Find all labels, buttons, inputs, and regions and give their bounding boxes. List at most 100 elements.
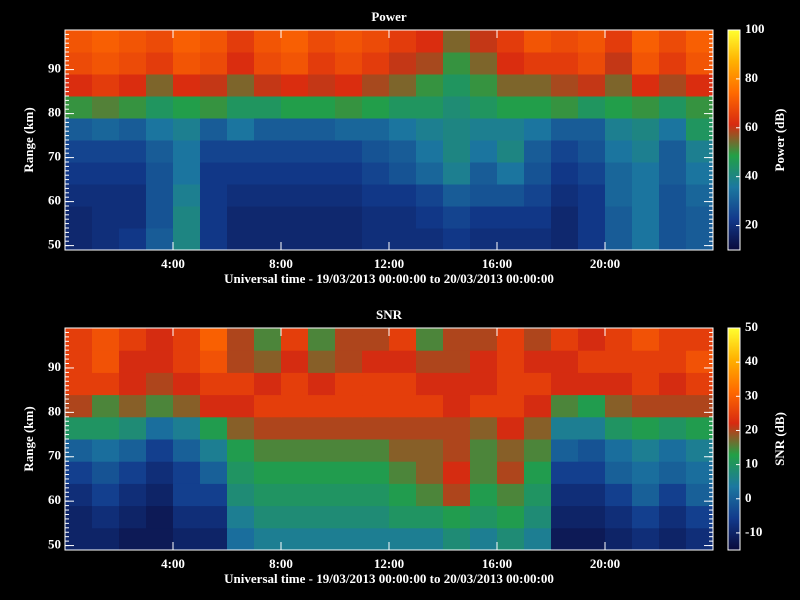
heatmap-cell: [200, 118, 228, 141]
heatmap-cell: [65, 394, 93, 418]
heatmap: [65, 328, 713, 550]
heatmap-cell: [200, 140, 228, 163]
heatmap-cell: [686, 228, 713, 250]
heatmap-cell: [470, 483, 498, 507]
colorbar-tick-label: 10: [745, 456, 758, 471]
heatmap-cell: [605, 416, 633, 440]
y-tick-label: 70: [48, 149, 61, 164]
heatmap-cell: [335, 118, 363, 141]
heatmap-cell: [686, 96, 713, 119]
heatmap-cell: [416, 350, 444, 373]
heatmap-cell: [470, 206, 498, 229]
heatmap-cell: [686, 527, 713, 550]
heatmap-cell: [524, 483, 552, 507]
heatmap-cell: [497, 505, 525, 529]
heatmap-cell: [335, 527, 363, 550]
y-axis-label: Range (km): [21, 107, 36, 172]
heatmap-cell: [443, 483, 471, 507]
heatmap-cell: [551, 162, 579, 185]
heatmap-cell: [416, 96, 444, 119]
heatmap-cell: [524, 461, 552, 484]
heatmap-cell: [524, 439, 552, 462]
heatmap-cell: [65, 30, 93, 53]
heatmap-cell: [335, 372, 363, 396]
heatmap-cell: [578, 52, 606, 75]
heatmap-cell: [470, 350, 498, 373]
heatmap-cell: [551, 394, 579, 418]
heatmap-cell: [524, 74, 552, 97]
heatmap-cell: [119, 372, 147, 396]
heatmap-cell: [308, 527, 336, 550]
heatmap-cell: [686, 30, 713, 53]
chart-title: SNR: [376, 307, 403, 322]
heatmap-cell: [92, 483, 120, 507]
heatmap-cell: [335, 505, 363, 529]
heatmap-cell: [443, 140, 471, 163]
heatmap-cell: [605, 350, 633, 373]
heatmap-cell: [281, 206, 309, 229]
heatmap-cell: [632, 350, 660, 373]
heatmap-cell: [308, 30, 336, 53]
heatmap-cell: [605, 140, 633, 163]
heatmap-cell: [443, 328, 471, 351]
heatmap-cell: [686, 74, 713, 97]
heatmap-cell: [335, 228, 363, 250]
heatmap-cell: [173, 461, 201, 484]
heatmap-cell: [416, 527, 444, 550]
heatmap-cell: [200, 184, 228, 207]
heatmap-cell: [173, 30, 201, 53]
heatmap-cell: [497, 328, 525, 351]
heatmap-cell: [578, 162, 606, 185]
heatmap-cell: [497, 228, 525, 250]
colorbar-label: Power (dB): [772, 109, 787, 172]
heatmap-cell: [389, 328, 417, 351]
heatmap-cell: [335, 52, 363, 75]
heatmap-cell: [146, 162, 174, 185]
heatmap-cell: [308, 416, 336, 440]
heatmap-cell: [443, 416, 471, 440]
heatmap-cell: [416, 118, 444, 141]
heatmap-cell: [686, 162, 713, 185]
heatmap-cell: [497, 483, 525, 507]
heatmap-cell: [686, 184, 713, 207]
heatmap-cell: [335, 439, 363, 462]
heatmap-cell: [146, 328, 174, 351]
x-tick-label: 12:00: [374, 256, 404, 271]
heatmap-cell: [389, 527, 417, 550]
heatmap-cell: [659, 350, 687, 373]
heatmap-cell: [524, 140, 552, 163]
heatmap-cell: [119, 394, 147, 418]
heatmap-cell: [605, 74, 633, 97]
x-tick-label: 16:00: [482, 256, 512, 271]
heatmap-cell: [470, 118, 498, 141]
heatmap-cell: [389, 461, 417, 484]
heatmap-cell: [227, 461, 255, 484]
heatmap-cell: [551, 74, 579, 97]
heatmap-cell: [497, 184, 525, 207]
heatmap-cell: [146, 96, 174, 119]
heatmap-cell: [335, 140, 363, 163]
heatmap-cell: [254, 394, 282, 418]
heatmap-cell: [389, 96, 417, 119]
heatmap-cell: [119, 162, 147, 185]
heatmap-cell: [362, 505, 390, 529]
heatmap-cell: [254, 461, 282, 484]
heatmap-cell: [65, 74, 93, 97]
heatmap-cell: [524, 96, 552, 119]
heatmap-cell: [497, 350, 525, 373]
heatmap-cell: [146, 350, 174, 373]
heatmap-cell: [65, 162, 93, 185]
heatmap-cell: [362, 483, 390, 507]
colorbar-tick-label: 20: [745, 217, 758, 232]
heatmap-cell: [470, 162, 498, 185]
heatmap-cell: [416, 505, 444, 529]
heatmap-cell: [443, 228, 471, 250]
heatmap-cell: [470, 140, 498, 163]
heatmap-cell: [605, 228, 633, 250]
heatmap-cell: [524, 505, 552, 529]
heatmap-cell: [605, 439, 633, 462]
heatmap-cell: [254, 30, 282, 53]
heatmap-cell: [470, 372, 498, 396]
heatmap-cell: [659, 461, 687, 484]
heatmap-cell: [335, 394, 363, 418]
